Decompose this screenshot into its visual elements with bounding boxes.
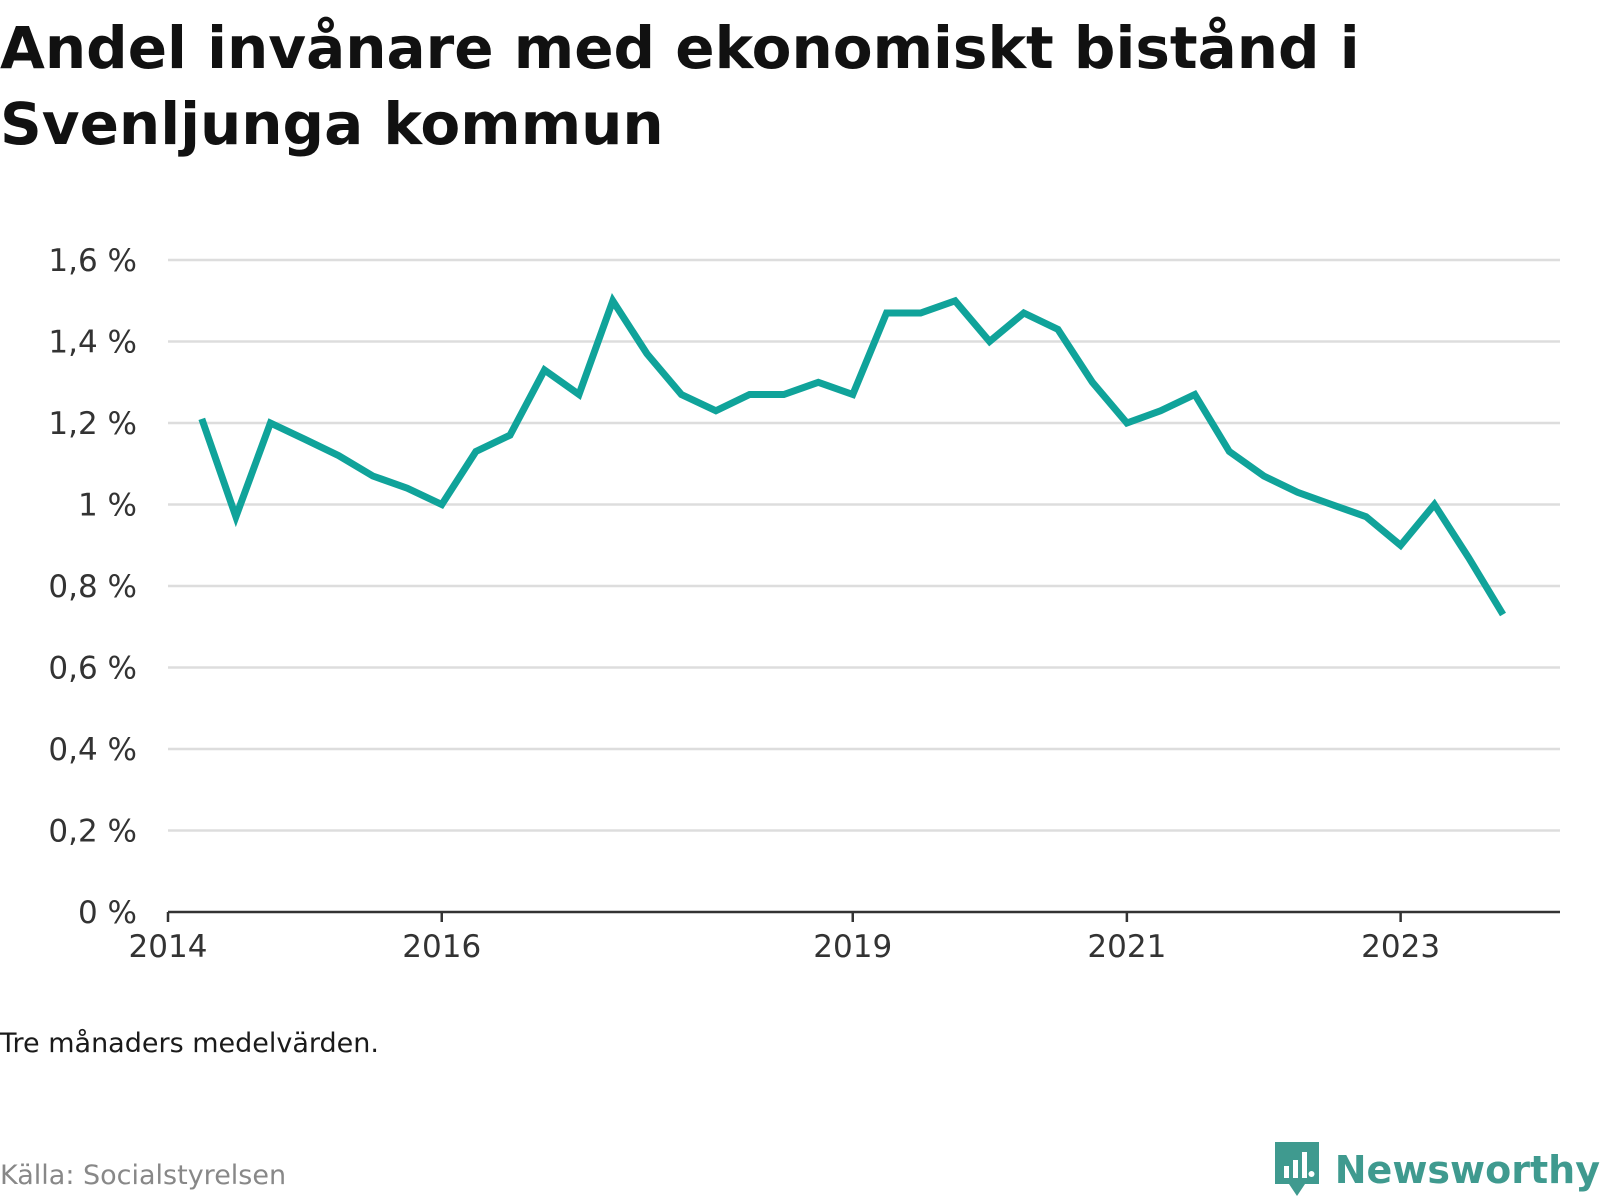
source-credit: Källa: Socialstyrelsen xyxy=(0,1160,287,1191)
x-tick-label: 2021 xyxy=(1087,929,1166,965)
x-tick-label: 2019 xyxy=(813,929,892,965)
y-tick-label: 0,6 % xyxy=(48,651,137,687)
y-tick-label: 0,8 % xyxy=(48,569,137,605)
line-chart: 0 % 0,2 % 0,4 % 0,6 % 0,8 % 1 % 1,2 % 1,4 % 1,6 … xyxy=(48,243,1560,965)
y-tick-label: 0,4 % xyxy=(48,732,137,768)
x-tick-label: 2016 xyxy=(402,929,481,965)
x-axis-ticks: 2014 2016 2019 2021 2023 xyxy=(129,912,1440,965)
brand-logo: Newsworthy xyxy=(1271,1140,1600,1200)
series-line xyxy=(198,292,1506,617)
y-tick-label: 1,6 % xyxy=(48,243,137,279)
series-group xyxy=(198,292,1506,617)
y-tick-label: 1,4 % xyxy=(48,325,137,361)
y-tick-label: 1,2 % xyxy=(48,406,137,442)
newsworthy-logo-icon xyxy=(1274,1142,1319,1196)
y-tick-label: 0 % xyxy=(78,895,137,931)
brand-name: Newsworthy xyxy=(1334,1148,1600,1192)
x-tick-label: 2014 xyxy=(129,929,208,965)
y-tick-label: 0,2 % xyxy=(48,814,137,850)
gridlines xyxy=(168,258,1560,832)
x-tick-label: 2023 xyxy=(1361,929,1440,965)
y-tick-label: 1 % xyxy=(78,488,137,524)
chart-title: Andel invånare med ekonomiskt bistånd i … xyxy=(0,14,1360,158)
chart-note: Tre månaders medelvärden. xyxy=(0,1028,379,1059)
y-axis-ticks: 0 % 0,2 % 0,4 % 0,6 % 0,8 % 1 % 1,2 % 1,4 % 1,6 … xyxy=(48,243,137,931)
